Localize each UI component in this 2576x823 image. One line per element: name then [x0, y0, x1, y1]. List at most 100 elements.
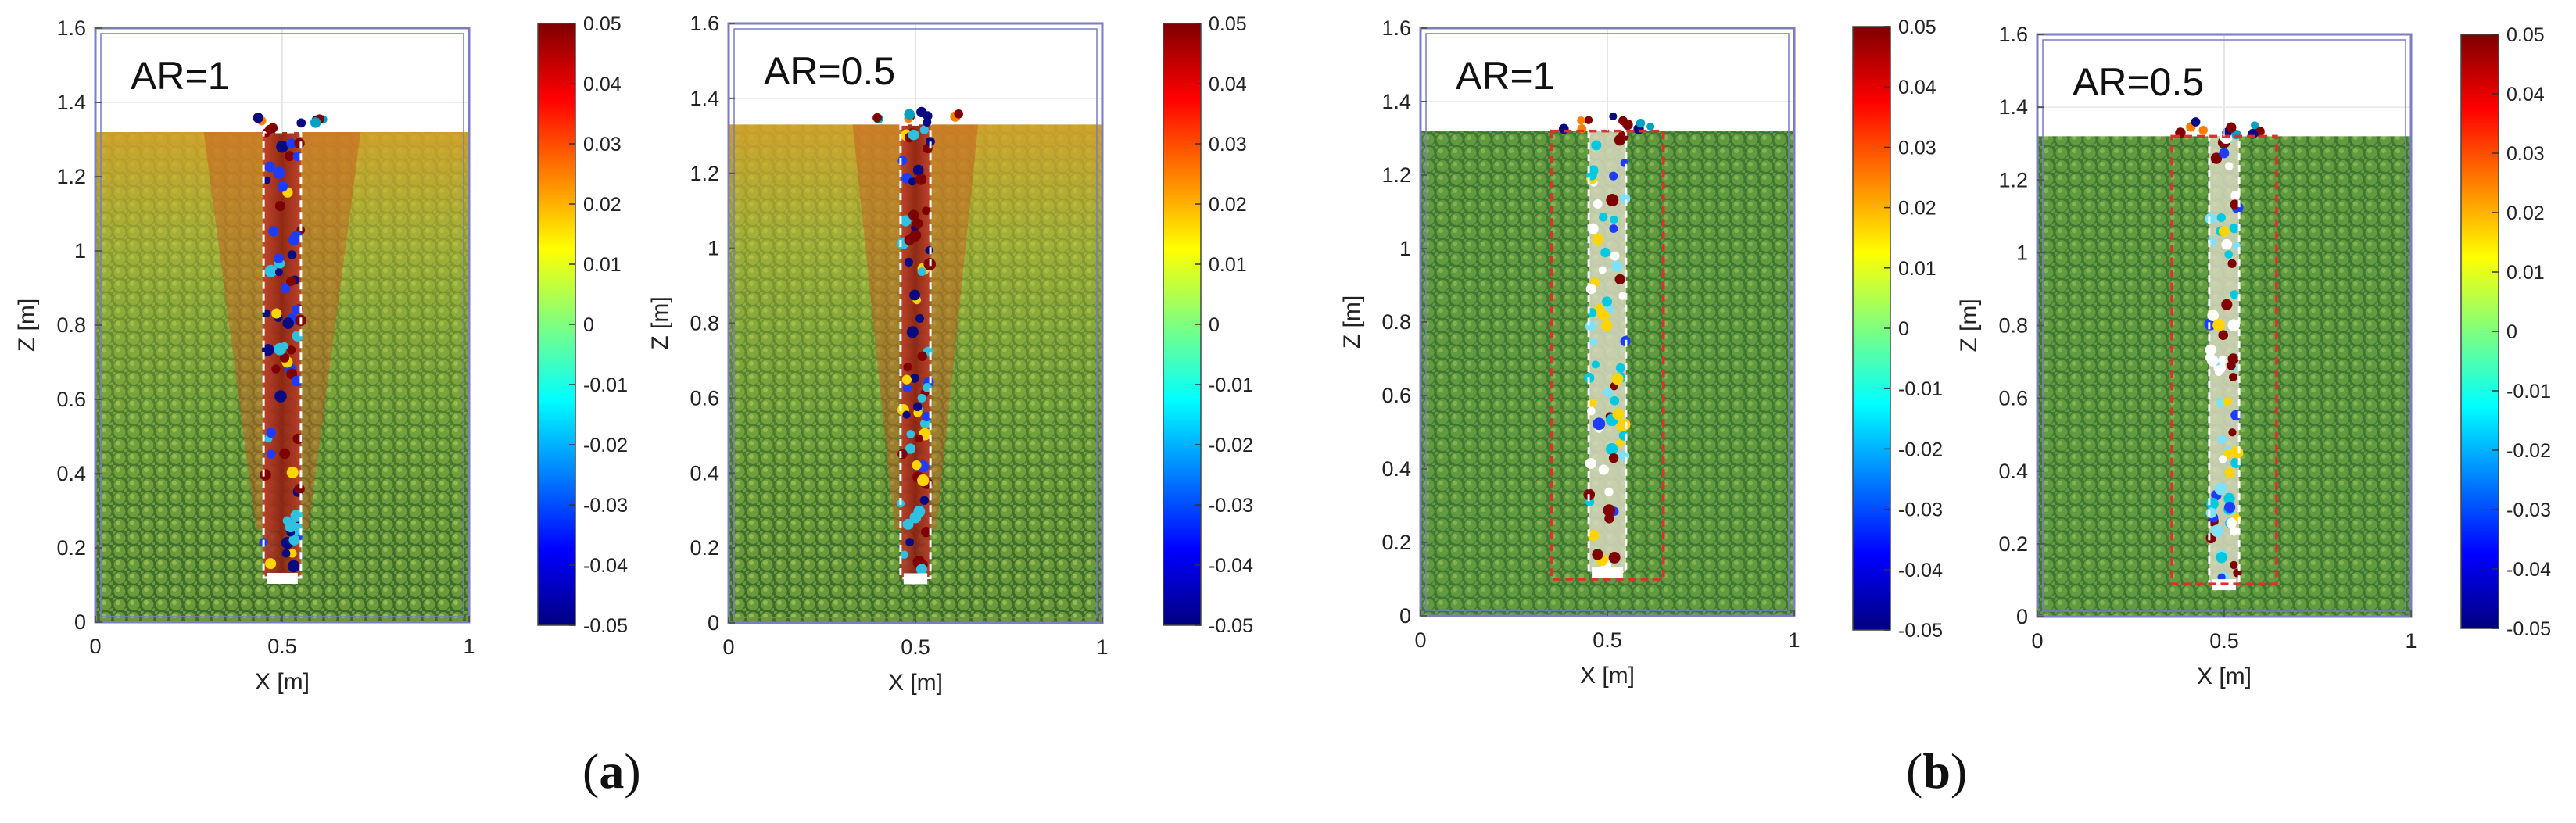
x-tick-label: 0.5 — [2209, 629, 2239, 653]
x-tick-label: 1 — [463, 635, 475, 658]
column-particle — [2224, 467, 2235, 478]
colorbar: 0.05 0.04 0.03 0.02 0.01 0 -0.01 -0.02 -0.03 -0.0… — [1163, 13, 1253, 637]
column-particle — [1609, 224, 1618, 233]
y-tick-label: 1.4 — [1998, 95, 2028, 119]
colorbar-tick-label: 0.03 — [1898, 137, 1936, 159]
y-tick-label: 1.6 — [56, 16, 86, 40]
y-tick-label: 1.2 — [1998, 168, 2028, 191]
column-particle — [2230, 290, 2239, 299]
column-particle — [288, 549, 297, 558]
column-particle — [286, 345, 296, 355]
colorbar-tick-label: 0.05 — [1898, 16, 1936, 38]
column-particle — [290, 510, 303, 522]
column-particle — [262, 344, 274, 356]
column-particle — [1612, 408, 1625, 420]
column-particle — [266, 428, 277, 438]
column-particle — [904, 234, 915, 245]
column-particle — [288, 534, 300, 546]
column-particle — [897, 449, 908, 460]
column-particle — [1618, 292, 1627, 300]
column-particle — [901, 374, 912, 385]
column-particle — [1619, 193, 1631, 205]
column-particle — [2218, 330, 2229, 341]
x-axis-label: X [m] — [255, 669, 310, 695]
colorbar-tick-label: 0.02 — [2506, 202, 2545, 224]
column-particle — [897, 156, 908, 166]
column-particle — [1603, 504, 1616, 517]
y-tick-label: 1 — [2016, 241, 2028, 264]
y-tick-label: 0.8 — [1998, 314, 2028, 338]
column-particle — [1585, 457, 1596, 470]
panel-label: AR=1 — [1456, 54, 1554, 98]
column-particle — [291, 375, 303, 387]
colorbar-tick-label: 0.05 — [2506, 24, 2545, 46]
column-particle — [271, 308, 282, 319]
colorbar-tick-label: 0.05 — [583, 13, 622, 35]
x-tick-label: 0.5 — [901, 635, 930, 659]
column-particle — [900, 215, 912, 227]
column-particle — [917, 267, 926, 277]
column-particle — [1600, 247, 1610, 258]
column-particle — [2230, 560, 2238, 570]
column-particle — [267, 449, 276, 459]
column-particle — [1615, 363, 1625, 373]
heave-particle — [872, 113, 882, 123]
column-particle — [2227, 259, 2237, 268]
colorbar-tick-label: 0 — [583, 314, 594, 336]
y-tick-label: 1 — [74, 239, 86, 263]
column-particle — [906, 326, 919, 338]
x-tick-label: 0 — [89, 635, 101, 658]
heave-particle — [1618, 116, 1628, 126]
column-particle — [2205, 507, 2217, 518]
column-particle — [902, 383, 912, 393]
column-particle — [922, 206, 931, 216]
colorbar-tick-label: 0.04 — [1898, 77, 1936, 98]
x-tick-label: 1 — [1096, 635, 1108, 659]
column-particle — [294, 483, 305, 495]
column-particle — [915, 313, 924, 323]
x-axis-label: X [m] — [1580, 663, 1635, 689]
colorbar-tick-label: 0 — [2506, 321, 2517, 343]
column-particle — [2229, 223, 2239, 234]
colorbar-tick-label: -0.01 — [2506, 381, 2551, 403]
column-particle — [2231, 446, 2244, 459]
column-particle — [1592, 549, 1603, 560]
column-particle — [905, 443, 916, 454]
column-particle — [917, 351, 927, 361]
column-particle — [1598, 266, 1607, 274]
heave-particle — [2226, 122, 2237, 133]
column-particle — [1611, 260, 1623, 273]
column-particle — [1604, 513, 1614, 524]
column-particle — [1608, 453, 1619, 463]
y-tick-label: 0.6 — [1998, 387, 2028, 410]
column-particle — [2221, 238, 2233, 250]
y-tick-label: 0.2 — [690, 536, 719, 560]
heave-particle — [1584, 116, 1593, 124]
heave-particle — [1646, 122, 1655, 131]
heave-particle — [253, 113, 263, 123]
column-particle — [2233, 568, 2242, 578]
colorbar-tick-label: 0.04 — [1209, 73, 1247, 95]
column-particle — [1598, 464, 1609, 475]
column-particle — [925, 246, 933, 255]
column-particle — [1618, 418, 1631, 431]
y-tick-label: 0.8 — [56, 313, 86, 337]
column-particle — [279, 448, 291, 460]
colorbar-tick-label: 0.03 — [583, 134, 622, 156]
x-axis-label: X [m] — [888, 670, 943, 696]
x-tick-label: 0.5 — [267, 635, 297, 658]
y-axis-label: Z [m] — [1339, 295, 1365, 349]
column-particle — [264, 264, 278, 277]
colorbar-tick-label: 0 — [1209, 314, 1220, 336]
colorbar-tick-label: -0.05 — [1209, 615, 1253, 637]
x-tick-label: 1 — [1788, 628, 1800, 652]
column-particle — [2218, 226, 2230, 237]
column-particle — [904, 257, 913, 267]
y-tick-label: 1.4 — [1381, 90, 1411, 113]
column-tip — [903, 573, 928, 585]
y-tick-label: 1.2 — [56, 165, 86, 188]
column-particle — [2219, 148, 2230, 159]
heave-particle — [2198, 125, 2208, 135]
column-particle — [284, 520, 297, 533]
colorbar-tick-label: 0.01 — [2506, 262, 2545, 284]
